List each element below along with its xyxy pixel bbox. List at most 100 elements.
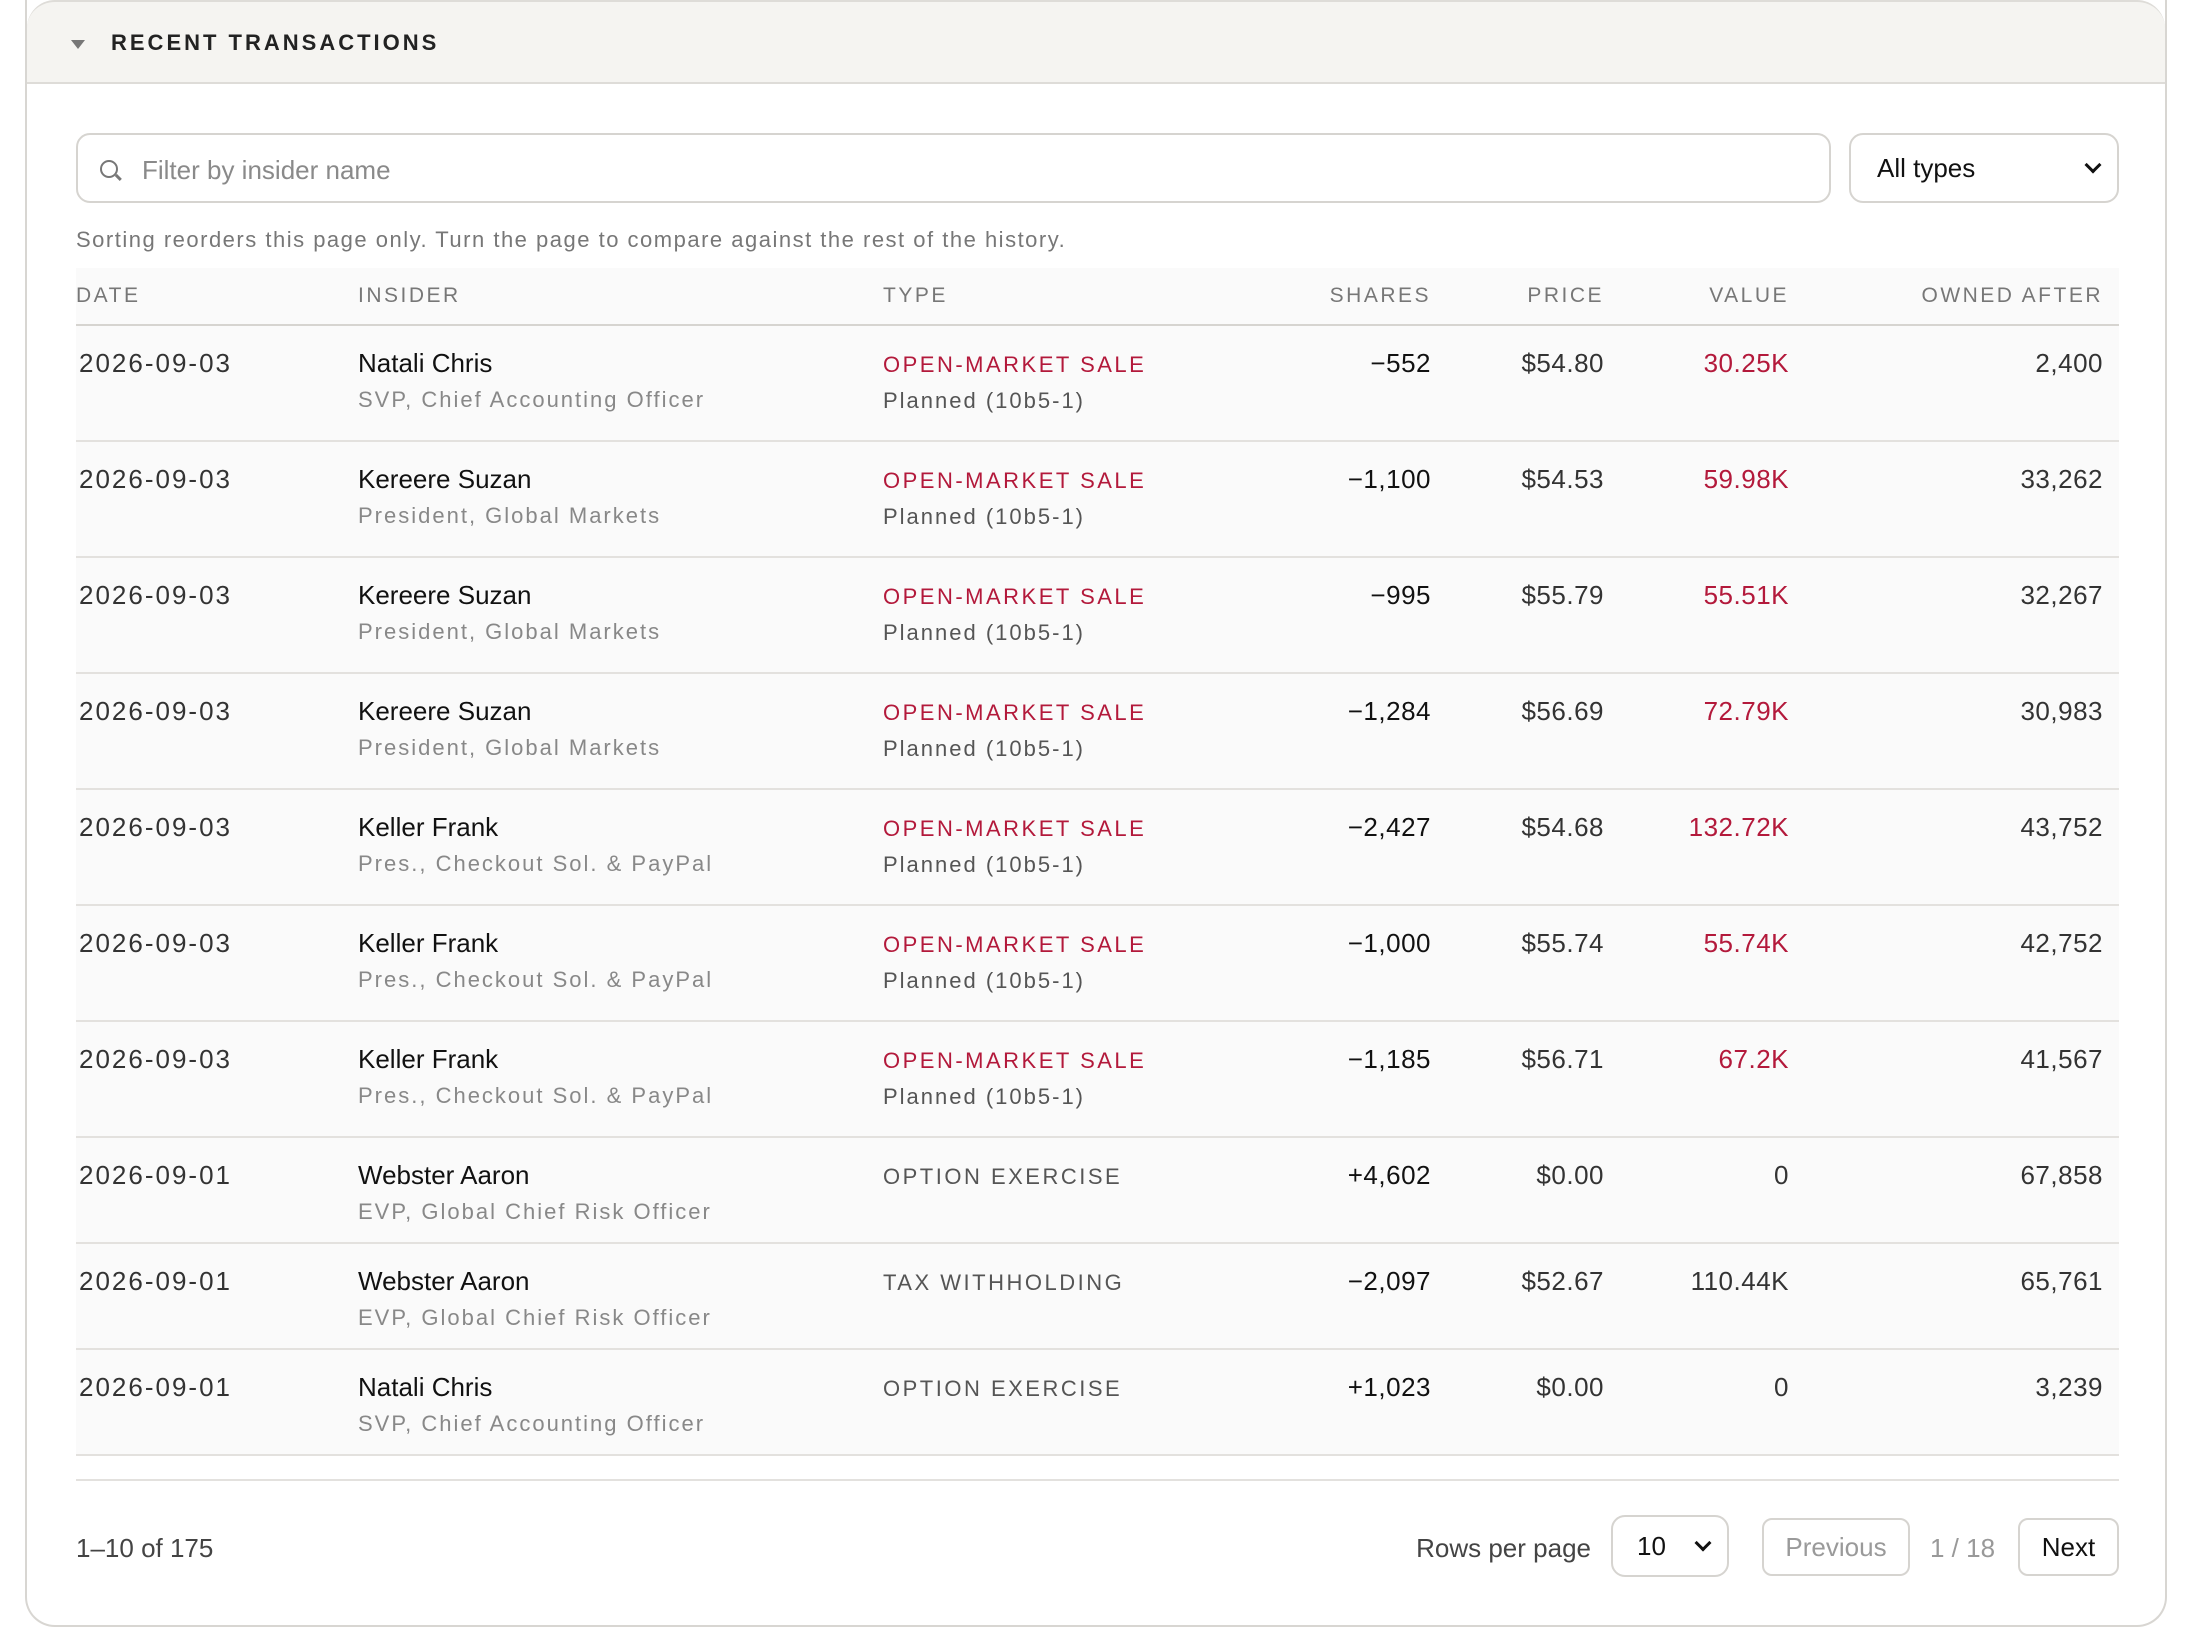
shares: −2,427 [1347,812,1431,842]
insider-cell: Kereere Suzan President, Global Markets [358,674,883,788]
column-header: INSIDER [358,284,461,307]
column-header: PRICE [1527,284,1604,307]
type-cell: TAX WITHHOLDING [883,1244,1223,1348]
price: $54.53 [1521,464,1604,494]
price: $0.00 [1536,1160,1604,1190]
type-cell: OPEN-MARKET SALE Planned (10b5-1) [883,326,1223,440]
type-label: TAX WITHHOLDING [883,1270,1125,1295]
shares: −1,000 [1347,928,1431,958]
owned-after: 65,761 [2020,1266,2103,1296]
type-label: OPEN-MARKET SALE [883,584,1147,609]
price: $56.71 [1521,1044,1604,1074]
insider-cell: Natali Chris SVP, Chief Accounting Office… [358,1350,883,1454]
column-header: DATE [76,284,141,307]
value: 30.25K [1703,348,1789,378]
price: $55.79 [1521,580,1604,610]
type-filter[interactable]: All types [1849,133,2119,203]
insider-role: Pres., Checkout Sol. & PayPal [358,1083,714,1108]
date: 2026-09-03 [79,348,232,378]
insider-role: SVP, Chief Accounting Officer [358,387,706,412]
rows-value: 10 [1637,1531,1666,1561]
owned-after: 43,752 [2020,812,2103,842]
insider-role: EVP, Global Chief Risk Officer [358,1305,712,1330]
range-text: 1–10 of 175 [76,1533,214,1563]
plan-label: Planned (10b5-1) [883,388,1086,413]
search-input[interactable]: Filter by insider name [76,133,1831,203]
page-indicator: 1 / 18 [1930,1533,1996,1563]
column-header: TYPE [883,284,948,307]
insider-role: President, Global Markets [358,735,662,760]
date: 2026-09-03 [79,696,232,726]
value: 72.79K [1703,696,1789,726]
insider-cell: Kereere Suzan President, Global Markets [358,442,883,556]
plan-label: Planned (10b5-1) [883,1084,1086,1109]
shares: −1,284 [1347,696,1431,726]
insider-name: Keller Frank [358,812,499,842]
owned-after: 32,267 [2020,580,2103,610]
transaction-row: 2026-09-01 Webster Aaron EVP, Global Chief… [76,1244,2119,1350]
transaction-row: 2026-09-01 Webster Aaron EVP, Global Chief… [76,1138,2119,1244]
shares: +4,602 [1347,1160,1431,1190]
type-cell: OPEN-MARKET SALE Planned (10b5-1) [883,674,1223,788]
date: 2026-09-03 [79,928,232,958]
type-label: OPEN-MARKET SALE [883,352,1147,377]
price: $54.80 [1521,348,1604,378]
type-label: OPEN-MARKET SALE [883,816,1147,841]
value: 110.44K [1690,1266,1789,1296]
owned-after: 41,567 [2020,1044,2103,1074]
plan-label: Planned (10b5-1) [883,736,1086,761]
transaction-row: 2026-09-03 Keller Frank Pres., Checkout So… [76,906,2119,1022]
type-cell: OPEN-MARKET SALE Planned (10b5-1) [883,906,1223,1020]
price: $52.67 [1521,1266,1604,1296]
owned-after: 2,400 [2035,348,2103,378]
rows-select[interactable]: 10 [1611,1515,1729,1577]
panel-title: RECENT TRANSACTIONS [111,30,440,55]
value: 55.51K [1703,580,1789,610]
previous-button[interactable]: Previous [1762,1518,1910,1576]
type-cell: OPEN-MARKET SALE Planned (10b5-1) [883,442,1223,556]
price: $54.68 [1521,812,1604,842]
collapse-icon [71,40,85,49]
next-button[interactable]: Next [2018,1518,2119,1576]
date: 2026-09-03 [79,812,232,842]
plan-label: Planned (10b5-1) [883,968,1086,993]
owned-after: 30,983 [2020,696,2103,726]
insider-name: Natali Chris [358,348,493,378]
shares: −552 [1370,348,1431,378]
insider-cell: Keller Frank Pres., Checkout Sol. & PayPa… [358,790,883,904]
panel-header[interactable]: RECENT TRANSACTIONS [27,0,2165,84]
plan-label: Planned (10b5-1) [883,852,1086,877]
owned-after: 67,858 [2020,1160,2103,1190]
insider-name: Kereere Suzan [358,464,532,494]
transaction-row: 2026-09-03 Keller Frank Pres., Checkout So… [76,790,2119,906]
type-label: OPEN-MARKET SALE [883,932,1147,957]
insider-name: Webster Aaron [358,1266,530,1296]
value: 55.74K [1703,928,1789,958]
insider-role: Pres., Checkout Sol. & PayPal [358,851,714,876]
transaction-row: 2026-09-03 Natali Chris SVP, Chief Account… [76,326,2119,442]
shares: −2,097 [1347,1266,1431,1296]
date: 2026-09-03 [79,580,232,610]
rows-label: Rows per page [1416,1533,1591,1563]
insider-role: Pres., Checkout Sol. & PayPal [358,967,714,992]
insider-name: Keller Frank [358,928,499,958]
transactions-panel: RECENT TRANSACTIONS Filter by insider na… [25,0,2167,1627]
transaction-row: 2026-09-03 Kereere Suzan President, Global… [76,674,2119,790]
chevron [2084,156,2102,174]
date: 2026-09-03 [79,464,232,494]
insider-cell: Webster Aaron EVP, Global Chief Risk Offi… [358,1138,883,1242]
insider-cell: Natali Chris SVP, Chief Accounting Office… [358,326,883,440]
shares: +1,023 [1347,1372,1431,1402]
insider-cell: Keller Frank Pres., Checkout Sol. & PayPa… [358,1022,883,1136]
date: 2026-09-01 [79,1372,232,1402]
transaction-row: 2026-09-03 Kereere Suzan President, Global… [76,442,2119,558]
insider-cell: Webster Aaron EVP, Global Chief Risk Offi… [358,1244,883,1348]
insider-name: Webster Aaron [358,1160,530,1190]
price: $56.69 [1521,696,1604,726]
search-icon [100,160,118,178]
date: 2026-09-01 [79,1266,232,1296]
insider-role: President, Global Markets [358,619,662,644]
type-label: OPEN-MARKET SALE [883,700,1147,725]
insider-role: EVP, Global Chief Risk Officer [358,1199,712,1224]
transaction-row: 2026-09-03 Kereere Suzan President, Global… [76,558,2119,674]
